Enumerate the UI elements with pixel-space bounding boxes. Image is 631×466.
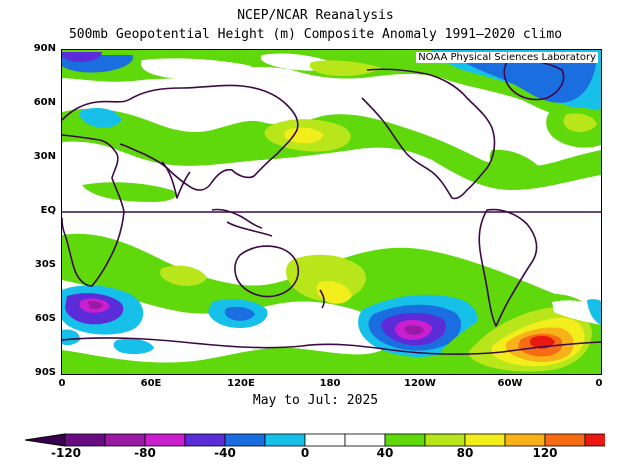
colorbar-label: 80: [456, 446, 474, 460]
y-tick-label: 90N: [33, 43, 56, 54]
y-tick-label: EQ: [40, 205, 56, 216]
y-tick-label: 30S: [34, 259, 56, 270]
x-tick-label: 0: [595, 378, 603, 389]
colorbar-swatch: [264, 433, 306, 447]
colorbar-swatch: [504, 433, 546, 447]
colorbar-swatch: [64, 433, 106, 447]
colorbar-swatch: [344, 433, 386, 447]
colorbar-swatch: [424, 433, 466, 447]
colorbar-label: -120: [50, 446, 82, 460]
x-tick-label: 120E: [227, 378, 255, 389]
y-tick-label: 60N: [33, 97, 56, 108]
colorbar-swatch: [464, 433, 506, 447]
colorbar-swatch: [184, 433, 226, 447]
title-line-2: 500mb Geopotential Height (m) Composite …: [68, 27, 563, 42]
x-tick-label: 180: [319, 378, 341, 389]
colorbar-swatches: [24, 433, 631, 447]
anomaly-fields: [62, 50, 601, 374]
x-tick-label: 60E: [140, 378, 162, 389]
colorbar-swatch: [104, 433, 146, 447]
colorbar-label: 0: [300, 446, 310, 460]
map-canvas: [62, 50, 601, 374]
colorbar-swatch: [304, 433, 346, 447]
x-tick-label: 0: [58, 378, 66, 389]
y-tick-label: 60S: [34, 313, 56, 324]
colorbar-end-low: [24, 433, 66, 447]
y-tick-label: 30N: [33, 151, 56, 162]
colorbar-label: -80: [134, 446, 156, 460]
colorbar-label: 40: [376, 446, 394, 460]
x-tick-label: 120W: [404, 378, 436, 389]
x-tick-label: 60W: [497, 378, 523, 389]
credit-label: NOAA Physical Sciences Laboratory: [416, 52, 598, 63]
coastlines: [62, 59, 601, 355]
anomaly-map: NOAA Physical Sciences Laboratory: [61, 49, 602, 375]
colorbar-swatch: [384, 433, 426, 447]
colorbar-swatch: [144, 433, 186, 447]
title-line-1: NCEP/NCAR Reanalysis: [237, 8, 394, 23]
colorbar-label: 120: [532, 446, 558, 460]
colorbar-swatch: [584, 433, 626, 447]
period-caption: May to Jul: 2025: [252, 393, 379, 408]
colorbar-swatch: [544, 433, 586, 447]
colorbar-label: -40: [214, 446, 236, 460]
colorbar-swatch: [224, 433, 266, 447]
y-tick-label: 90S: [34, 367, 56, 378]
